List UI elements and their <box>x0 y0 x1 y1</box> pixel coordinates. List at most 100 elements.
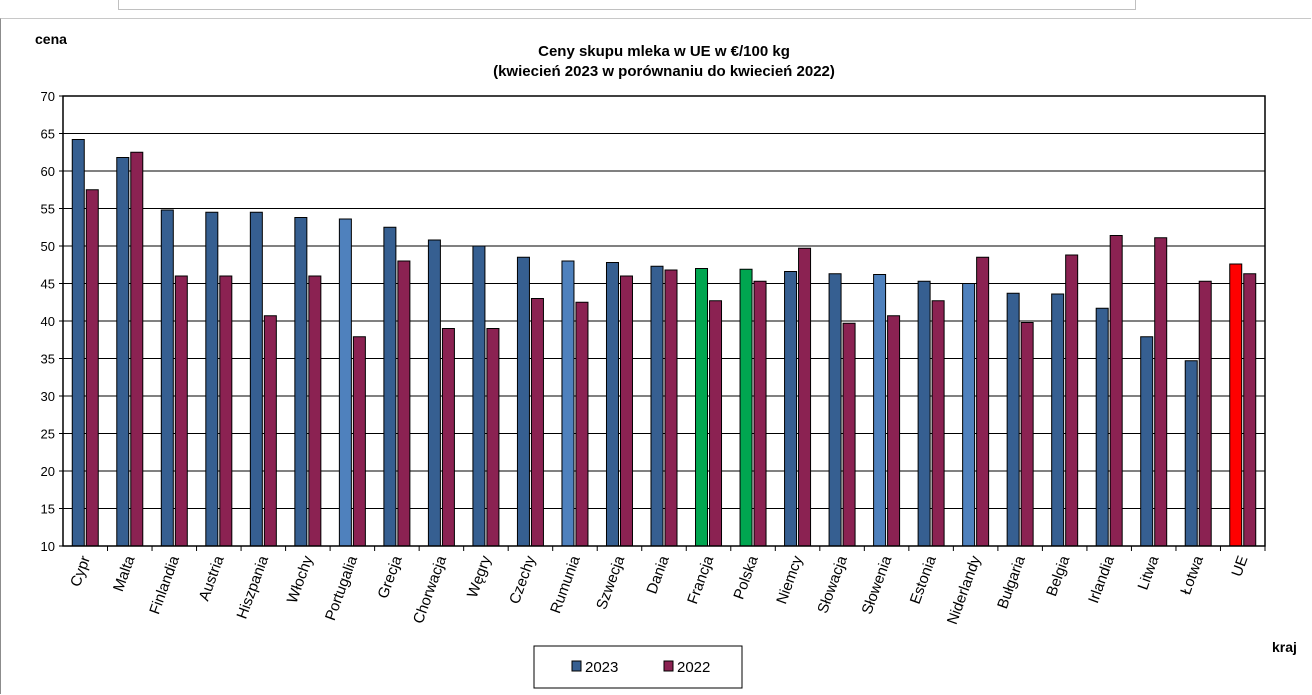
x-tick-label: Portugalia <box>322 553 361 623</box>
bar-2023 <box>427 239 441 547</box>
bar-2022 <box>308 275 322 547</box>
x-tick-label: Niemcy <box>773 553 806 606</box>
bar-2022 <box>174 275 188 547</box>
y-tick-label: 55 <box>41 202 55 217</box>
x-tick-label: UE <box>1228 554 1251 579</box>
y-tick-label: 40 <box>41 314 55 329</box>
bar-2022 <box>1198 280 1212 547</box>
y-tick-label: 35 <box>41 352 55 367</box>
bar-2023 <box>383 226 397 547</box>
x-tick-label: Litwa <box>1135 553 1163 592</box>
x-tick-label: Czechy <box>506 553 539 606</box>
bar-2023 <box>472 245 486 547</box>
x-tick-label: Słowacja <box>814 553 851 616</box>
bar-2022 <box>130 151 144 547</box>
y-tick-label: 45 <box>41 277 55 292</box>
x-tick-label: Szwecja <box>593 553 628 612</box>
x-tick-label: Słowenia <box>859 553 896 617</box>
plot-area: 10 15 20 25 30 35 40 45 50 55 60 65 70 Cypr Malta Finla… <box>41 89 1266 627</box>
bar-2022 <box>1065 254 1079 547</box>
top-panel-edge <box>118 0 1136 10</box>
bar-2022 <box>709 300 723 547</box>
bar-2022 <box>263 315 277 547</box>
x-tick-label: Węgry <box>464 553 495 600</box>
bar-2023 <box>962 283 976 547</box>
bar-2023 <box>1229 263 1243 547</box>
x-tick-label: Belgia <box>1043 553 1073 599</box>
x-tick-label: Łotwa <box>1177 553 1207 597</box>
x-tick-label: Francja <box>684 553 717 606</box>
x-tick-label: Grecja <box>375 553 406 601</box>
y-tick-label: 70 <box>41 89 55 104</box>
legend-swatch-2022 <box>663 660 674 672</box>
bar-2022 <box>352 336 366 547</box>
chart-frame <box>0 18 1311 694</box>
bar-2023 <box>116 157 130 547</box>
x-axis-title: kraj <box>1272 639 1297 655</box>
y-tick-label: 15 <box>41 502 55 517</box>
x-tick-label: Irlandia <box>1085 553 1118 606</box>
bar-2023 <box>1051 293 1065 547</box>
bar-2022 <box>798 247 812 547</box>
bar-2023 <box>917 280 931 547</box>
x-tick-label: Rumunia <box>547 553 584 616</box>
bar-2022 <box>1020 322 1034 547</box>
y-tick-label: 10 <box>41 539 55 554</box>
bar-2022 <box>619 275 633 547</box>
bar-2022 <box>1109 235 1123 547</box>
bar-2023 <box>205 211 219 547</box>
bar-2022 <box>397 260 411 547</box>
chart-subtitle: (kwiecień 2023 w porównaniu do kwiecień … <box>493 63 835 80</box>
x-tick-label: Cypr <box>67 554 94 590</box>
bar-2023 <box>1184 360 1198 547</box>
x-tick-label: Estonia <box>907 553 940 606</box>
bar-2022 <box>530 298 544 547</box>
y-tick-label: 50 <box>41 239 55 254</box>
legend-swatch-2023 <box>571 660 582 672</box>
bar-2023 <box>160 209 174 547</box>
bar-2023 <box>1140 336 1154 547</box>
bar-2022 <box>1154 237 1168 547</box>
bar-2023 <box>739 268 753 547</box>
bar-2023 <box>605 262 619 547</box>
x-tick-label: Bułgaria <box>994 553 1029 611</box>
x-tick-label: Dania <box>643 553 673 596</box>
bar-2023 <box>1006 292 1020 547</box>
bar-2023 <box>828 273 842 547</box>
x-tick-label: Austria <box>196 553 228 603</box>
legend-box <box>533 645 743 689</box>
bar-2023 <box>338 218 352 547</box>
x-tick-label: Chorwacja <box>410 553 450 626</box>
legend-label-2022: 2022 <box>677 659 710 676</box>
bar-2023 <box>1095 307 1109 547</box>
x-tick-label: Hiszpania <box>234 553 273 621</box>
bar-2023 <box>695 268 709 547</box>
y-tick-label: 65 <box>41 127 55 142</box>
bar-2022 <box>887 315 901 547</box>
y-tick-label: 25 <box>41 427 55 442</box>
legend-label-2023: 2023 <box>585 659 618 676</box>
bar-2022 <box>842 322 856 547</box>
bar-2022 <box>219 275 233 547</box>
y-tick-label: 30 <box>41 389 55 404</box>
x-tick-label: Finlandia <box>146 553 183 617</box>
x-tick-label: Malta <box>110 553 139 594</box>
y-tick-label: 60 <box>41 164 55 179</box>
bar-2023 <box>249 211 263 547</box>
bar-2022 <box>486 328 500 547</box>
bar-2022 <box>664 269 678 547</box>
bar-2023 <box>873 274 887 547</box>
bar-2023 <box>71 139 85 547</box>
bar-2022 <box>575 301 589 547</box>
x-tick-label: Polska <box>730 553 762 602</box>
x-tick-label: Włochy <box>284 553 317 605</box>
bar-2023 <box>294 217 308 547</box>
bar-2023 <box>561 260 575 547</box>
x-tick-label: Niderlandy <box>944 553 985 627</box>
y-axis-title: cena <box>35 31 67 47</box>
bar-2023 <box>784 271 798 547</box>
y-tick-label: 20 <box>41 464 55 479</box>
bar-2022 <box>1243 273 1257 547</box>
bar-2023 <box>650 265 664 547</box>
